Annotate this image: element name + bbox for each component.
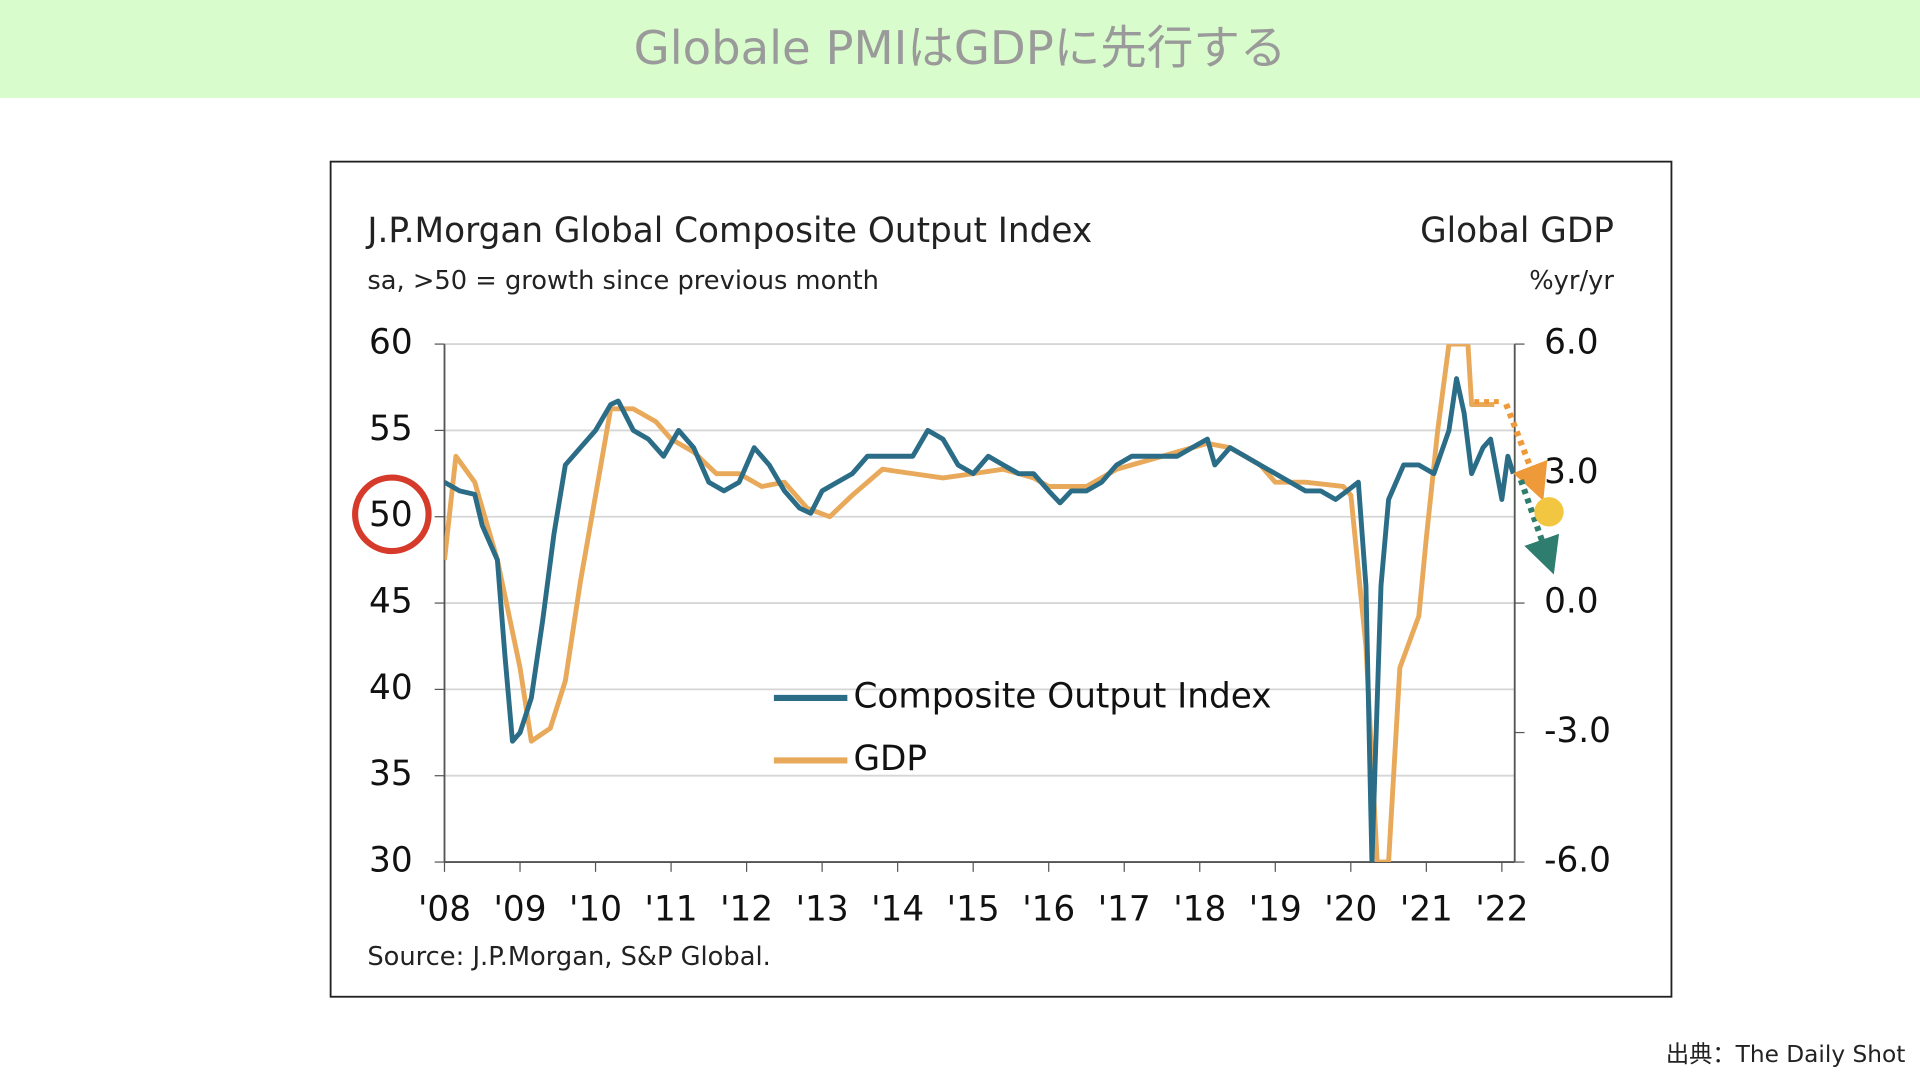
x-tick-label: '20 [1324,890,1377,930]
x-tick-label: '19 [1249,890,1302,930]
y2-tick-label: 0.0 [1544,582,1598,622]
forecast-dot [1534,497,1564,527]
y-tick-label: 30 [369,841,413,881]
annotations [352,399,1564,575]
highlight-circle [352,474,432,555]
y2-title: Global GDP [1420,211,1614,251]
plot: 30 35 40 45 50 55 60 -6.0 -3.0 0.0 3.0 6.0 '08 '09 '10… [369,323,1611,930]
footer-credit: 出典：The Daily Shot [1666,1041,1905,1068]
y-tick-label: 45 [369,582,413,622]
slide-title: Globale PMIはGDPに先行する [634,21,1287,75]
header-band [0,0,1920,98]
y2-tick-label: 3.0 [1544,452,1598,492]
chart-frame [329,160,1673,998]
chart-subtitle: sa, >50 = growth since previous month [367,266,879,296]
y-tick-label: 40 [369,668,413,708]
x-tick-label: '10 [569,890,622,930]
chart-title: J.P.Morgan Global Composite Output Index [365,211,1092,251]
x-tick-label: '14 [871,890,924,930]
legend-label: Composite Output Index [853,676,1271,716]
x-tick-label: '18 [1173,890,1226,930]
x-tick-label: '21 [1400,890,1453,930]
x-tick-label: '22 [1475,890,1528,930]
x-tick-label: '15 [947,890,1000,930]
y-tick-label: 55 [369,409,413,449]
x-tick-label: '16 [1022,890,1075,930]
x-tick-label: '12 [720,890,773,930]
x-tick-label: '13 [796,890,849,930]
chart-source: Source: J.P.Morgan, S&P Global. [367,942,770,972]
x-tick-label: '11 [645,890,698,930]
legend-label: GDP [853,739,927,779]
y2-subtitle: %yr/yr [1529,266,1614,296]
y2-tick-label: -3.0 [1544,711,1611,751]
y2-tick-label: 6.0 [1544,323,1598,363]
y-tick-label: 35 [369,754,413,794]
orange-arrow [1503,402,1548,501]
x-tick-label: '09 [494,890,547,930]
y-tick-label: 60 [369,323,413,363]
x-tick-label: '17 [1098,890,1151,930]
series-line [444,376,1515,863]
y-tick-label: 50 [369,495,413,535]
y2-tick-label: -6.0 [1544,841,1611,881]
x-tick-label: '08 [418,890,471,930]
green-arrow [1517,478,1560,575]
